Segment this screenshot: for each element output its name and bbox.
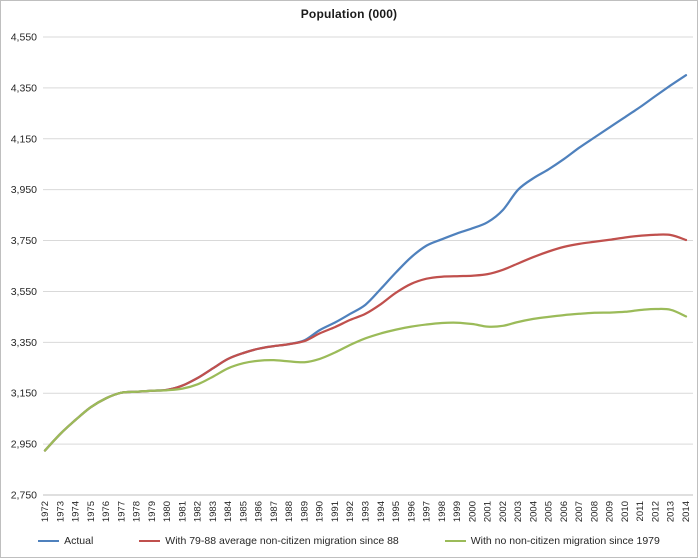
x-tick-label: 1992	[345, 501, 356, 522]
x-tick-label: 2012	[650, 501, 661, 522]
y-tick-label: 2,750	[11, 490, 37, 502]
legend-line-marker	[38, 540, 60, 542]
x-tick-label: 2014	[681, 501, 692, 522]
y-tick-label: 4,350	[11, 82, 37, 94]
legend-line-marker	[139, 540, 161, 542]
x-tick-label: 1979	[147, 501, 158, 522]
x-tick-label: 1978	[132, 501, 143, 522]
x-tick-label: 1973	[55, 501, 66, 522]
series-line-with-no-non-citizen-migration-since-1979	[43, 307, 688, 452]
x-tick-label: 1986	[254, 501, 265, 522]
x-tick-label: 1974	[71, 501, 82, 522]
x-tick-label: 2000	[467, 501, 478, 522]
chart-title: Population (000)	[300, 7, 398, 21]
series-line-actual	[43, 74, 688, 452]
x-tick-label: 1988	[284, 501, 295, 522]
x-tick-label: 1985	[238, 501, 249, 522]
chart-legend: Actual With 79-88 average non-citizen mig…	[1, 535, 697, 547]
x-tick-label: 2004	[528, 501, 539, 522]
y-tick-label: 3,750	[11, 235, 37, 247]
x-tick-label: 1997	[422, 501, 433, 522]
x-tick-label: 1977	[116, 501, 127, 522]
x-tick-label: 1994	[376, 501, 387, 522]
x-tick-label: 2013	[666, 501, 677, 522]
x-tick-label: 1993	[361, 501, 372, 522]
legend-label: With no non-citizen migration since 1979	[470, 535, 660, 547]
y-tick-label: 3,950	[11, 184, 37, 196]
y-tick-label: 3,350	[11, 337, 37, 349]
legend-label: With 79-88 average non-citizen migration…	[165, 535, 399, 547]
x-tick-label: 1991	[330, 501, 341, 522]
x-tick-label: 2008	[589, 501, 600, 522]
x-tick-label: 2009	[605, 501, 616, 522]
legend-item: Actual	[38, 535, 93, 547]
y-tick-label: 3,150	[11, 388, 37, 400]
y-tick-label: 3,550	[11, 286, 37, 298]
y-tick-label: 4,550	[11, 32, 37, 44]
x-tick-label: 1999	[452, 501, 463, 522]
x-tick-label: 1980	[162, 501, 173, 522]
x-tick-label: 1996	[406, 501, 417, 522]
legend-item: With no non-citizen migration since 1979	[444, 535, 660, 547]
x-tick-label: 2010	[620, 501, 631, 522]
legend-label: Actual	[64, 535, 94, 547]
x-tick-label: 2007	[574, 501, 585, 522]
x-tick-label: 1975	[86, 501, 97, 522]
y-tick-label: 2,950	[11, 439, 37, 451]
x-tick-label: 1972	[40, 501, 51, 522]
x-tick-label: 1987	[269, 501, 280, 522]
x-tick-label: 2001	[483, 501, 494, 522]
legend-item: With 79-88 average non-citizen migration…	[139, 535, 399, 547]
x-tick-label: 2002	[498, 501, 509, 522]
x-tick-label: 1983	[208, 501, 219, 522]
x-tick-label: 1995	[391, 501, 402, 522]
x-tick-label: 1976	[101, 501, 112, 522]
x-tick-label: 2003	[513, 501, 524, 522]
x-tick-label: 1981	[177, 501, 188, 522]
x-tick-label: 1982	[193, 501, 204, 522]
x-tick-label: 1998	[437, 501, 448, 522]
x-tick-label: 1990	[315, 501, 326, 522]
x-tick-label: 2011	[635, 501, 646, 521]
x-tick-label: 1984	[223, 501, 234, 522]
legend-line-marker	[444, 540, 466, 542]
x-tick-label: 2005	[544, 501, 555, 522]
x-tick-label: 2006	[559, 501, 570, 522]
x-tick-label: 1989	[299, 501, 310, 522]
y-tick-label: 4,150	[11, 133, 37, 145]
